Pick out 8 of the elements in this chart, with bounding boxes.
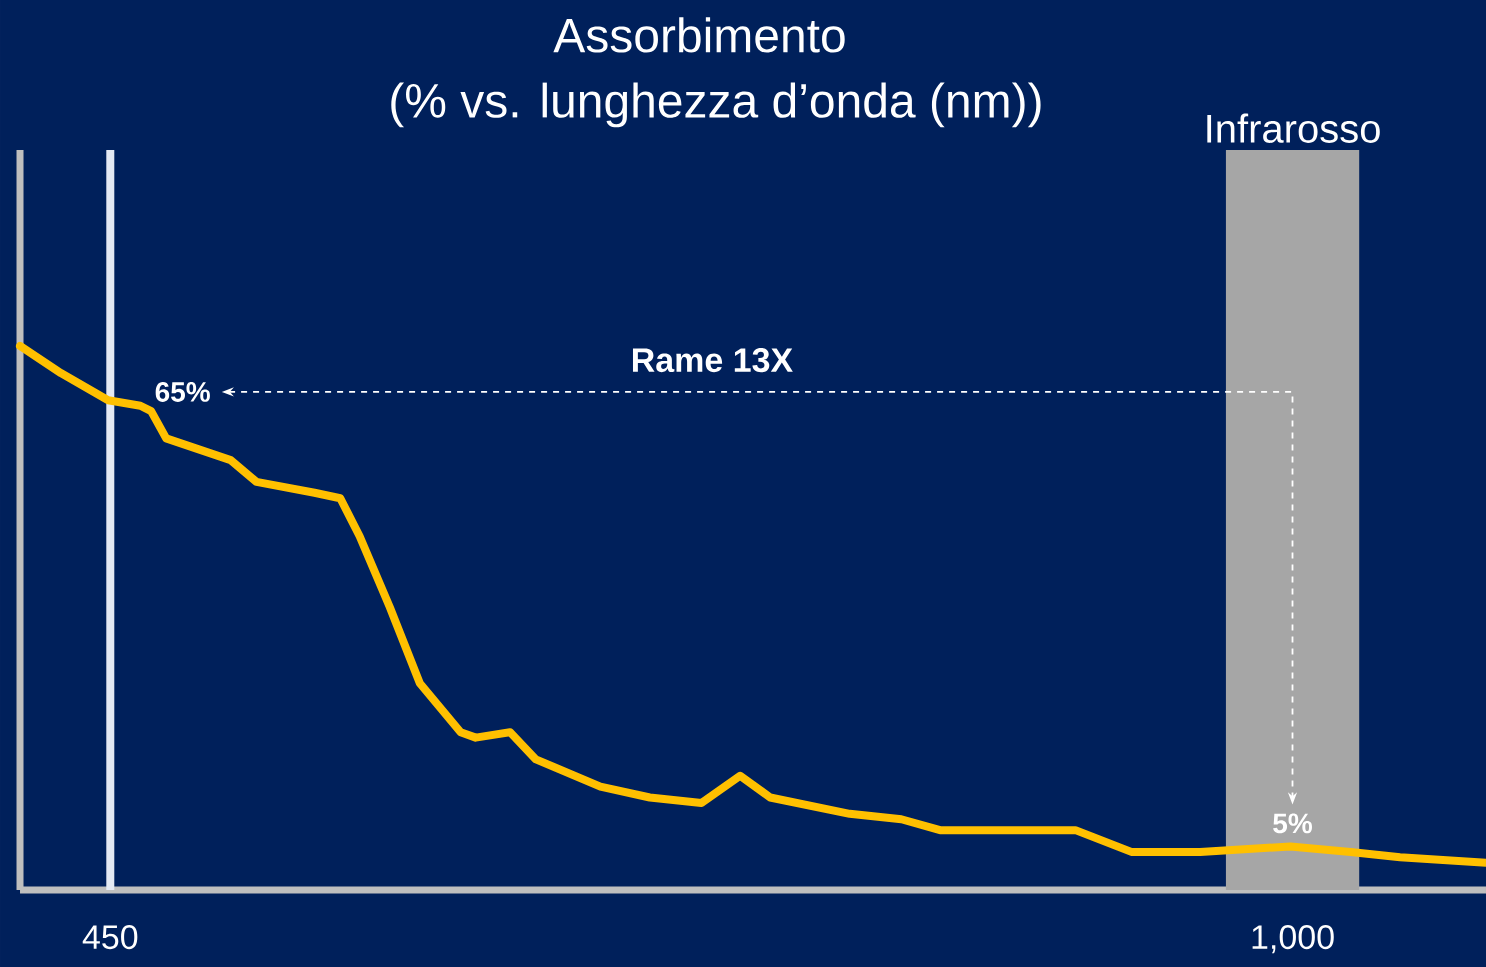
band-label: Infrarosso [1207,113,1380,143]
annotation: Rame 13X [632,348,793,373]
annotation: 5% [1273,813,1312,834]
chart-subtitle: (% vs. lunghezza d’onda (nm)) [391,82,1041,128]
x-tick-label: 1,000 [1252,925,1334,954]
x-tick-label: 450 [82,925,138,950]
annotation: 65% [155,382,210,402]
chart-title: Assorbimento [553,17,845,53]
